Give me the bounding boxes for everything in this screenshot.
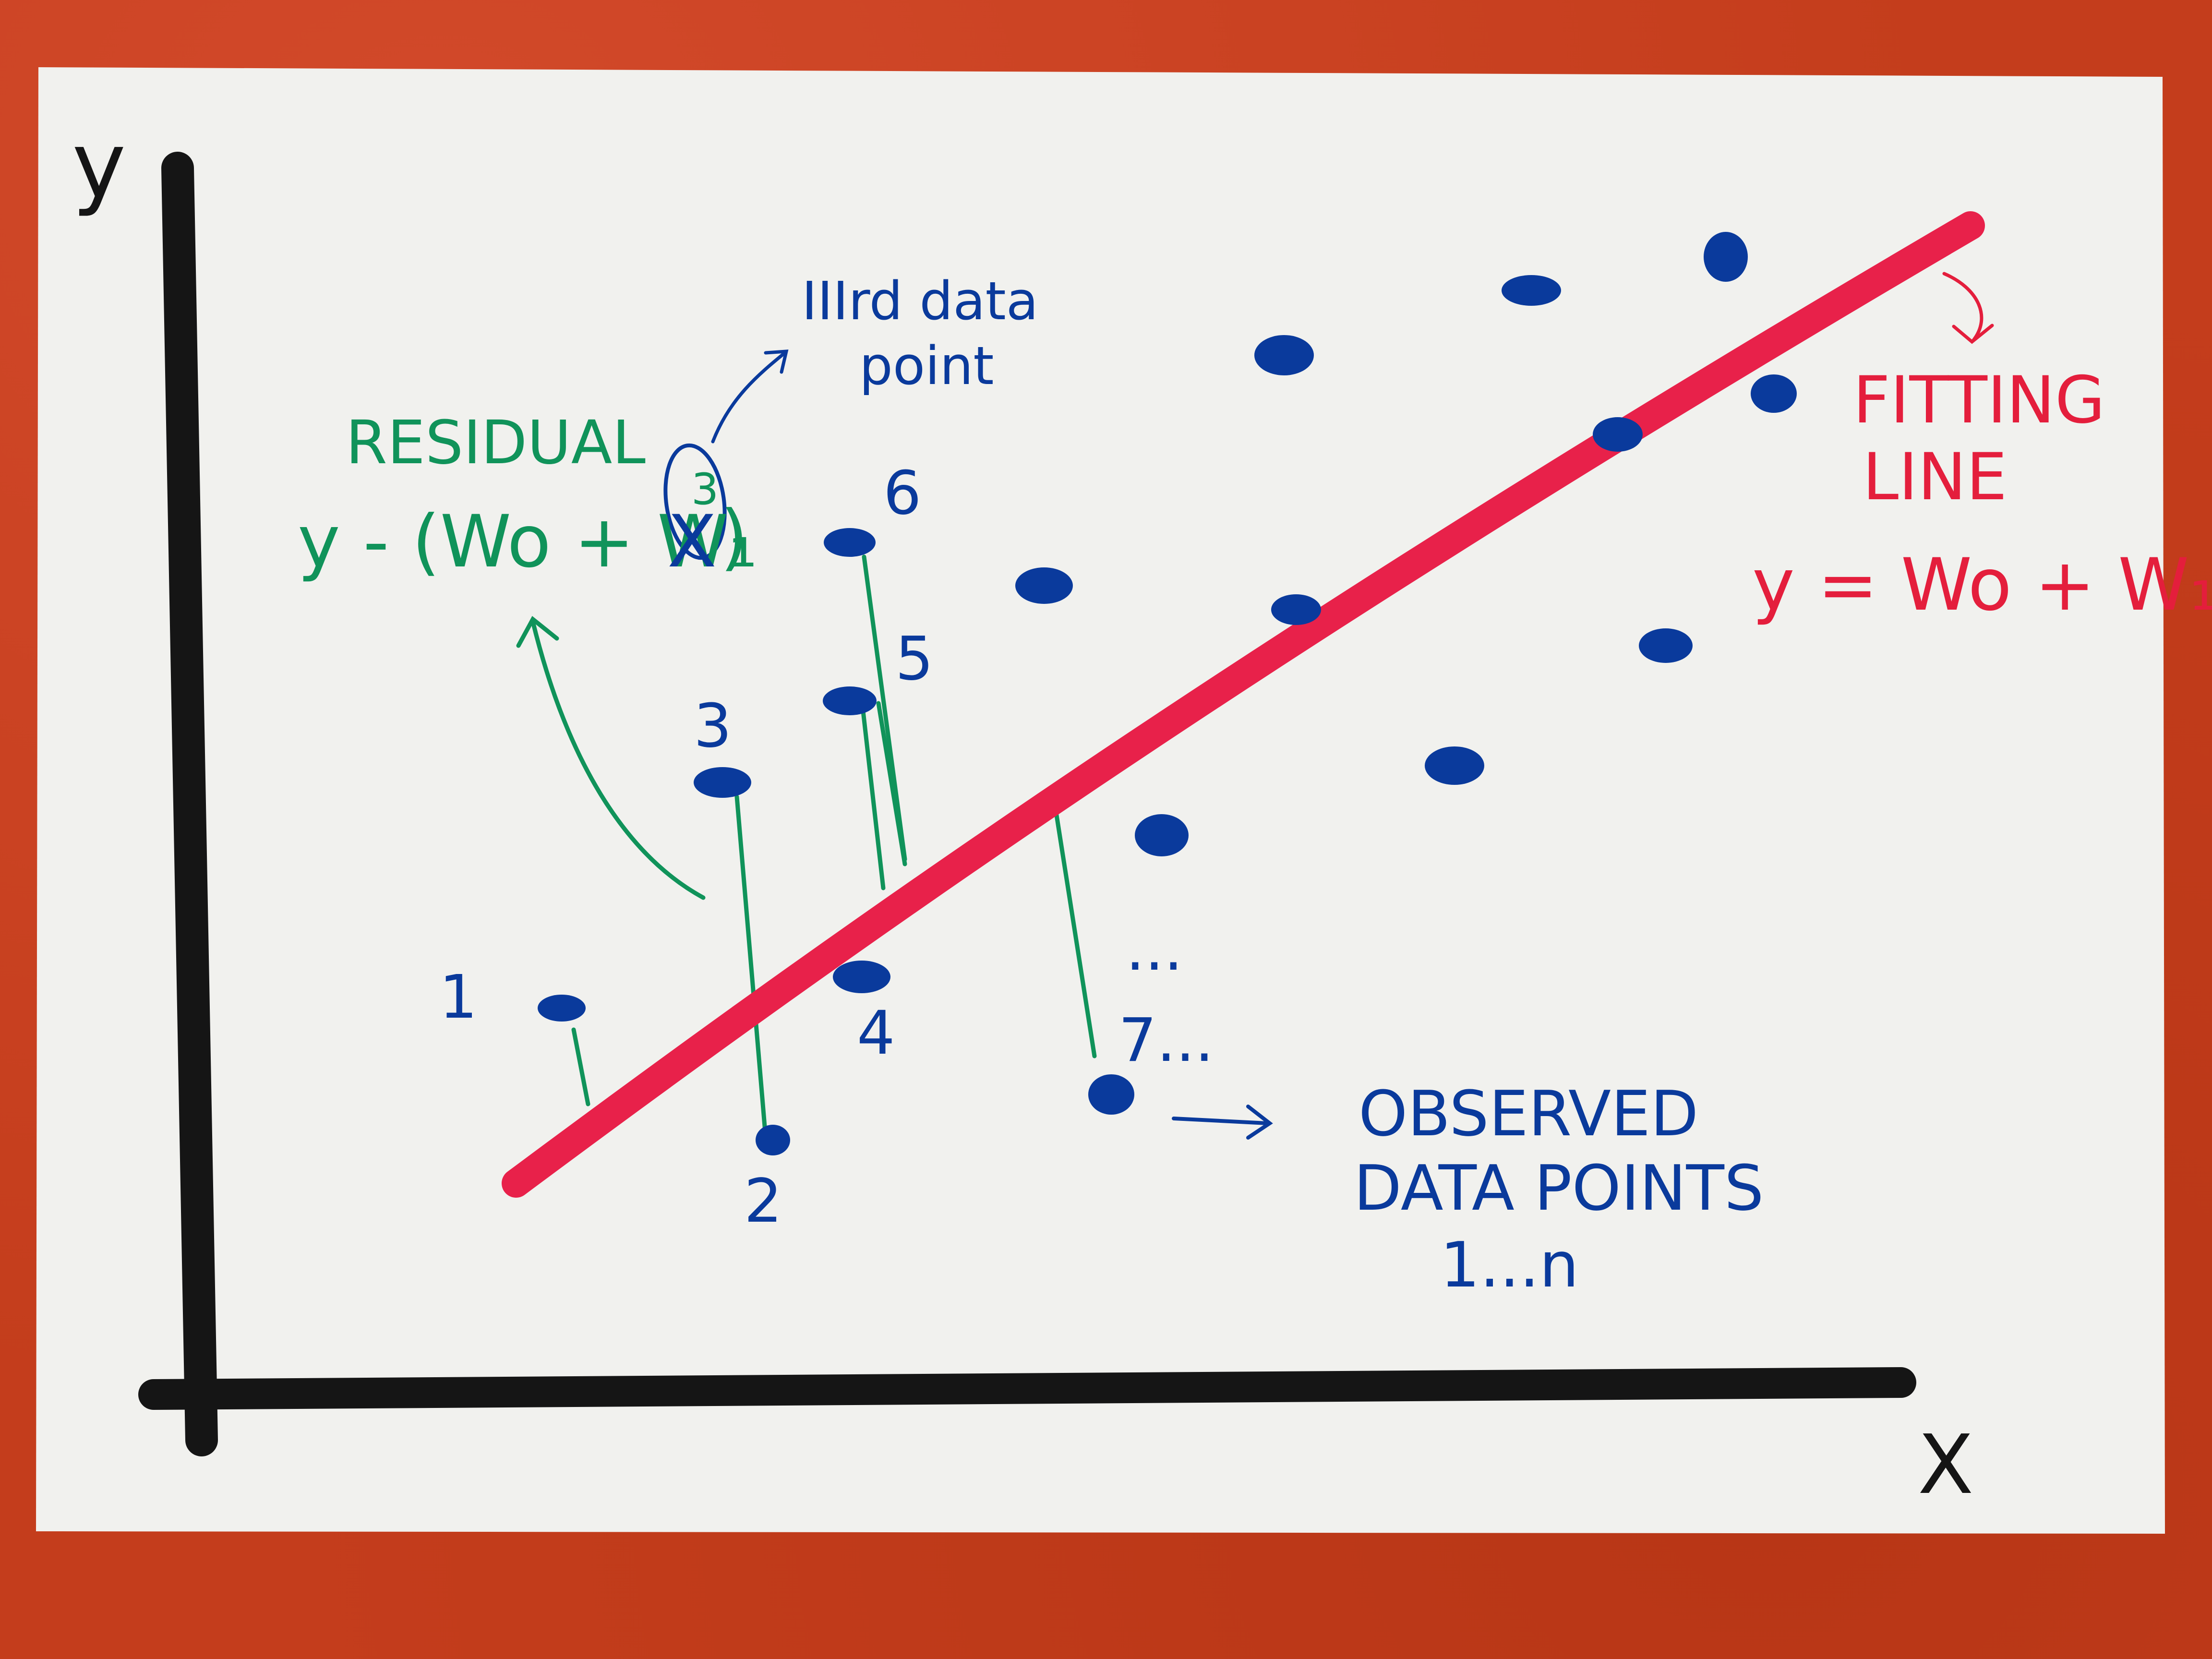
data-point: [1254, 335, 1314, 375]
data-point: [1704, 232, 1748, 282]
point-label-7: 7...: [1118, 1006, 1214, 1075]
residual-title: RESIDUAL: [346, 408, 646, 478]
point-label-1: 1: [439, 962, 478, 1032]
data-point-5: [823, 686, 877, 715]
observed-label-1: OBSERVED: [1358, 1077, 1698, 1150]
x-axis-label: X: [1918, 1418, 1973, 1513]
data-point: [1425, 746, 1484, 785]
data-point: [1593, 417, 1643, 452]
fitting-line-equation: y = Wo + W₁ X: [1752, 543, 2212, 627]
point-label-ellipsis: ...: [1126, 914, 1183, 984]
data-point-7: [1088, 1074, 1134, 1115]
observed-label-3: 1...n: [1440, 1228, 1579, 1301]
data-point-4: [833, 961, 890, 993]
x-axis: [154, 1382, 1901, 1395]
data-point: [1135, 814, 1189, 856]
data-point-1: [538, 995, 586, 1022]
point-label-5: 5: [895, 624, 934, 694]
residual-formula-close: ): [720, 495, 748, 579]
fitting-line-label-1: FITTING: [1853, 362, 2105, 438]
ith-point-label-1: IIIrd data: [802, 270, 1038, 332]
fitting-line-label-2: LINE: [1863, 439, 2007, 515]
data-point-6: [824, 528, 876, 557]
point-label-6: 6: [883, 458, 922, 528]
point-label-4: 4: [857, 998, 895, 1068]
y-axis-label: y: [72, 112, 126, 218]
data-point: [1502, 275, 1561, 306]
point-label-3: 3: [694, 691, 732, 761]
data-point: [1639, 628, 1693, 663]
point-label-2: 2: [744, 1166, 782, 1236]
observed-label-2: DATA POINTS: [1354, 1152, 1764, 1225]
data-point: [1271, 594, 1321, 625]
data-point-3: [694, 767, 751, 798]
data-point: [1015, 567, 1073, 604]
data-point-2: [756, 1125, 790, 1155]
residual-formula-subscript: 3: [691, 464, 719, 515]
ith-point-label-2: point: [859, 335, 994, 397]
data-point: [1751, 374, 1797, 413]
